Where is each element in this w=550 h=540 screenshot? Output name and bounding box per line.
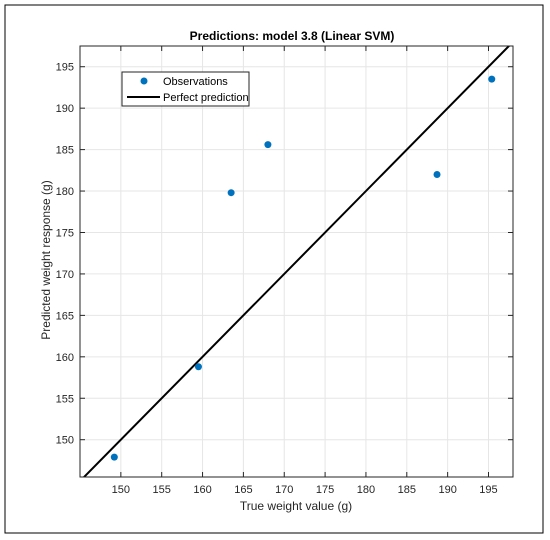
x-tick-label: 160 [193, 484, 211, 496]
y-tick-label: 190 [56, 103, 74, 115]
plot-frame [79, 45, 514, 478]
x-tick-label: 165 [234, 484, 252, 496]
legend-perfect-prediction-label: Perfect prediction [163, 92, 249, 104]
plot-data [82, 46, 511, 477]
x-tick-label: 175 [316, 484, 334, 496]
legend: Observations Perfect prediction [121, 71, 250, 107]
y-tick-label: 175 [56, 227, 74, 239]
y-tick-label: 165 [56, 310, 74, 322]
x-tick-label: 185 [398, 484, 416, 496]
axis-ticks: 150 155 160 165 170 175 180 185 190 195 150 155 160 1… [56, 46, 513, 496]
x-tick-label: 180 [357, 484, 375, 496]
legend-observations-marker [140, 77, 148, 85]
grid [80, 46, 513, 477]
x-tick-label: 150 [112, 484, 130, 496]
legend-observations-label: Observations [163, 76, 228, 88]
x-axis-label: True weight value (g) [240, 499, 352, 513]
observation-point [264, 141, 272, 149]
y-tick-label: 180 [56, 186, 74, 198]
x-tick-label: 170 [275, 484, 293, 496]
y-tick-label: 185 [56, 145, 74, 157]
observation-point [194, 363, 202, 371]
y-tick-label: 155 [56, 393, 74, 405]
observation-point [433, 170, 441, 178]
observation-point [110, 453, 118, 461]
x-tick-label: 195 [479, 484, 497, 496]
x-tick-label: 190 [438, 484, 456, 496]
x-tick-label: 155 [153, 484, 171, 496]
y-tick-label: 170 [56, 269, 74, 281]
chart-title: Predictions: model 3.8 (Linear SVM) [190, 29, 395, 43]
y-tick-label: 150 [56, 435, 74, 447]
observation-point [488, 75, 496, 83]
y-tick-label: 160 [56, 352, 74, 364]
perfect-prediction-line [82, 46, 511, 477]
y-axis-label: Predicted weight response (g) [39, 180, 53, 339]
observation-point [227, 189, 235, 197]
y-tick-label: 195 [56, 62, 74, 74]
